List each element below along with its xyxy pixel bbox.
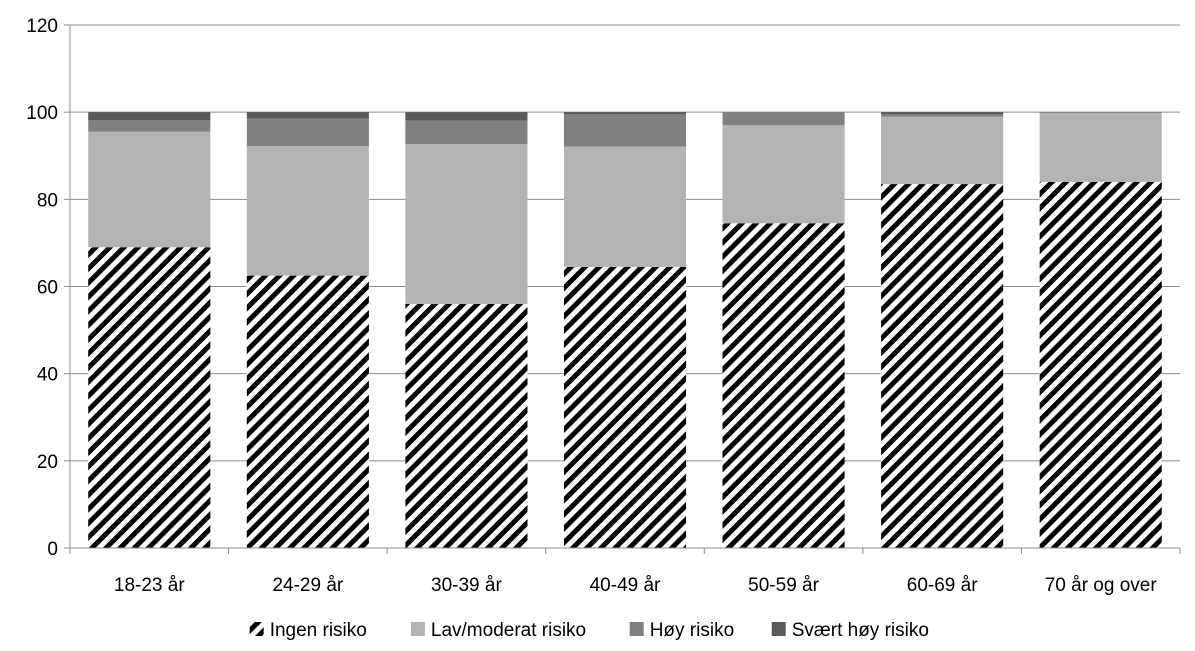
bar-segment bbox=[1039, 181, 1162, 548]
bar-segment bbox=[722, 112, 845, 126]
x-tick-label: 18-23 år bbox=[114, 575, 185, 596]
axes bbox=[64, 24, 1181, 554]
legend-label: Svært høy risiko bbox=[792, 620, 929, 641]
legend-label: Ingen risiko bbox=[270, 620, 367, 641]
bar-segment bbox=[405, 120, 528, 144]
legend: Ingen risiko Lav/moderat risiko Høy risiko… bbox=[249, 620, 929, 641]
legend-swatch bbox=[249, 622, 264, 636]
bar-segment bbox=[563, 114, 687, 147]
bar-segment bbox=[881, 112, 1004, 115]
x-tick-label: 70 år og over bbox=[1045, 575, 1158, 596]
bar-segment bbox=[405, 143, 528, 304]
bar-segment bbox=[722, 125, 845, 224]
x-tick-label: 40-49 år bbox=[590, 575, 661, 596]
y-tick-label: 80 bbox=[37, 190, 58, 211]
bars bbox=[88, 112, 1162, 548]
y-tick-labels: 0 20 40 60 80 100 120 bbox=[26, 16, 58, 560]
y-tick-label: 20 bbox=[37, 452, 58, 473]
y-tick-label: 0 bbox=[47, 539, 58, 560]
bar-segment bbox=[563, 266, 687, 548]
bar-segment bbox=[563, 146, 687, 267]
bar-segment bbox=[88, 120, 211, 132]
bar-segment bbox=[881, 184, 1004, 548]
bar-segment bbox=[881, 116, 1004, 185]
y-tick-label: 120 bbox=[26, 16, 58, 37]
y-tick-label: 60 bbox=[37, 278, 58, 299]
legend-swatch bbox=[410, 622, 425, 636]
bar-segment bbox=[405, 112, 528, 121]
bar-segment bbox=[1039, 112, 1162, 114]
x-tick-label: 50-59 år bbox=[748, 575, 819, 596]
x-tick-label: 30-39 år bbox=[431, 575, 502, 596]
y-tick-label: 100 bbox=[26, 103, 58, 124]
bar-segment bbox=[722, 223, 845, 548]
x-tick-label: 24-29 år bbox=[272, 575, 343, 596]
bar-segment bbox=[881, 114, 1004, 117]
bar-segment bbox=[246, 118, 369, 147]
bar-segment bbox=[88, 112, 211, 121]
legend-label: Høy risiko bbox=[650, 620, 734, 641]
bar-segment bbox=[405, 303, 528, 548]
bar-segment bbox=[563, 112, 687, 115]
bar-segment bbox=[88, 131, 211, 248]
bar-segment bbox=[246, 146, 369, 276]
x-tick-labels: 18-23 år 24-29 år 30-39 år 40-49 år 50-59 år… bbox=[114, 575, 1157, 596]
legend-label: Lav/moderat risiko bbox=[431, 620, 586, 641]
legend-swatch bbox=[629, 622, 644, 636]
y-tick-label: 40 bbox=[37, 365, 58, 386]
bar-segment bbox=[246, 112, 369, 119]
bar-segment bbox=[1039, 113, 1162, 182]
legend-swatch bbox=[771, 622, 786, 636]
bar-segment bbox=[246, 275, 369, 548]
x-tick-label: 60-69 år bbox=[907, 575, 978, 596]
bar-segment bbox=[88, 247, 211, 548]
